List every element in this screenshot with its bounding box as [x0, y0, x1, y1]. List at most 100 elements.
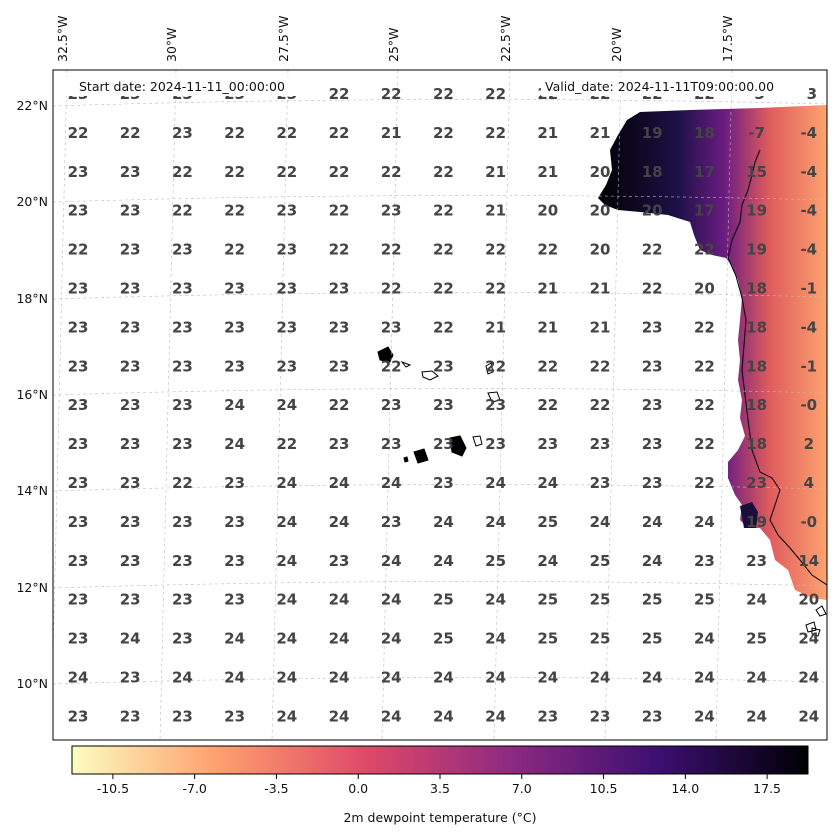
grid-value: 23: [329, 435, 350, 453]
grid-value: 23: [68, 163, 89, 181]
grid-value: 22: [172, 163, 193, 181]
colorbar-tick-label: -3.5: [264, 781, 288, 796]
grid-value: 18: [642, 163, 663, 181]
grid-value: 23: [746, 474, 767, 492]
grid-value: 22: [485, 241, 506, 259]
grid-value: 22: [329, 163, 350, 181]
grid-value: 23: [642, 707, 663, 725]
grid-value: 24: [329, 591, 350, 609]
grid-value: 24: [120, 630, 141, 648]
colorbar-tick-label: 10.5: [590, 781, 618, 796]
grid-value: 23: [68, 591, 89, 609]
meridian-line: [715, 70, 733, 740]
grid-value: 19: [746, 241, 767, 259]
grid-value: 22: [433, 318, 454, 336]
gambia-feature: [740, 502, 758, 528]
grid-value: 19: [746, 513, 767, 531]
africa-coast-field: [598, 105, 827, 600]
lon-label-25w: 25°W: [386, 27, 401, 62]
grid-value: 23: [68, 474, 89, 492]
grid-value: 21: [485, 318, 506, 336]
lat-label-22n: 22°N: [16, 98, 48, 113]
grid-value: 22: [694, 474, 715, 492]
grid-value: 22: [276, 124, 297, 142]
grid-value: 21: [485, 202, 506, 220]
grid-value: 23: [120, 396, 141, 414]
colorbar-tick-label: 7.0: [512, 781, 532, 796]
grid-value: 21: [537, 163, 558, 181]
grid-value: 23: [642, 318, 663, 336]
grid-value: 24: [329, 669, 350, 687]
grid-value: 19: [642, 124, 663, 142]
grid-value: 23: [590, 435, 611, 453]
grid-value: 22: [329, 202, 350, 220]
grid-value: 23: [172, 396, 193, 414]
grid-value: 23: [224, 318, 245, 336]
grid-value: 23: [433, 435, 454, 453]
grid-value: 22: [68, 241, 89, 259]
grid-value: 25: [642, 630, 663, 648]
lon-label-27-5w: 27.5°W: [276, 16, 291, 62]
grid-value: 18: [746, 318, 767, 336]
grid-value: 24: [798, 669, 819, 687]
grid-value: 23: [68, 707, 89, 725]
grid-value: 24: [746, 707, 767, 725]
grid-value: 23: [590, 474, 611, 492]
grid-value: 22: [694, 318, 715, 336]
colorbar-tick-label: -10.5: [97, 781, 129, 796]
valid-date-box: Valid_date: 2024-11-11T09:00:00.00: [541, 77, 809, 96]
grid-value: 23: [68, 357, 89, 375]
grid-value: 18: [746, 357, 767, 375]
grid-value: 23: [172, 707, 193, 725]
grid-value: 22: [68, 124, 89, 142]
grid-value: 23: [68, 396, 89, 414]
grid-value: 17: [694, 202, 715, 220]
grid-value: 22: [224, 163, 245, 181]
grid-value: 24: [694, 707, 715, 725]
lat-label-12n: 12°N: [16, 580, 48, 595]
start-date-label: Start date: 2024-11-11_00:00:00: [79, 79, 285, 94]
grid-value: 23: [120, 435, 141, 453]
grid-value: 23: [172, 241, 193, 259]
parallel-line: [53, 677, 827, 685]
grid-value: 24: [329, 513, 350, 531]
grid-value: 25: [433, 630, 454, 648]
grid-value: 23: [381, 513, 402, 531]
grid-value: 22: [590, 357, 611, 375]
grid-value: 23: [120, 707, 141, 725]
grid-value: 24: [798, 707, 819, 725]
grid-value: 14: [798, 552, 819, 570]
grid-value: 21: [381, 124, 402, 142]
grid-value: 24: [642, 513, 663, 531]
lat-label-18n: 18°N: [16, 291, 48, 306]
grid-value: 23: [276, 241, 297, 259]
grid-value: 25: [746, 630, 767, 648]
grid-value: 22: [433, 163, 454, 181]
grid-value: 22: [276, 163, 297, 181]
grid-value: 24: [276, 552, 297, 570]
grid-value: 23: [172, 630, 193, 648]
lon-label-17-5w: 17.5°W: [720, 16, 735, 62]
meridian-line: [159, 70, 177, 740]
colorbar-tick-label: 3.5: [430, 781, 450, 796]
grid-value: 24: [381, 707, 402, 725]
grid-value: 24: [433, 707, 454, 725]
grid-value: 24: [381, 552, 402, 570]
grid-value: -4: [800, 124, 817, 142]
grid-value: 25: [590, 552, 611, 570]
grid-value: 23: [276, 280, 297, 298]
grid-value: 24: [276, 396, 297, 414]
grid-value: 25: [537, 513, 558, 531]
lon-label-32-5w: 32.5°W: [55, 16, 70, 62]
grid-value: 2: [804, 435, 814, 453]
grid-value: -4: [800, 202, 817, 220]
grid-value: 23: [224, 474, 245, 492]
grid-value: 4: [804, 474, 814, 492]
lat-label-14n: 14°N: [16, 483, 48, 498]
grid-value: 24: [224, 669, 245, 687]
grid-value: 20: [590, 241, 611, 259]
grid-value: 23: [433, 396, 454, 414]
grid-value: -0: [800, 513, 817, 531]
colorbar-label: 2m dewpoint temperature (°C): [343, 810, 536, 825]
parallel-line: [53, 99, 827, 107]
